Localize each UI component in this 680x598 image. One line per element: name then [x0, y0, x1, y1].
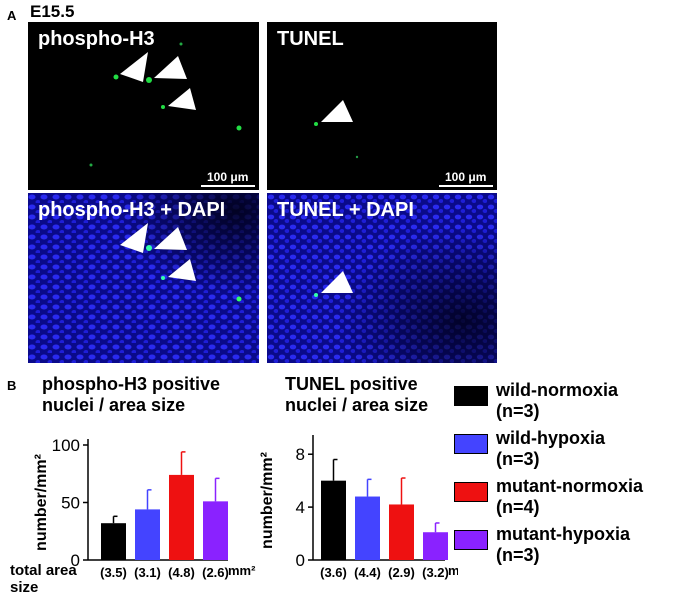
bar	[135, 509, 160, 560]
legend-swatch	[454, 434, 488, 454]
arrowhead-icon	[168, 259, 196, 281]
chart-tunel: 0 4 8 number/mm² (3.6) (4.4) (2.9) (3.2)mm²	[259, 435, 458, 580]
stage-label: E15.5	[30, 2, 75, 21]
area-label: (2.6)	[202, 565, 229, 580]
arrowhead-icon	[154, 56, 187, 79]
chart-2-title: TUNEL positive nuclei / area size	[285, 374, 429, 415]
area-label: (4.8)	[168, 565, 195, 580]
micrograph-tunel: TUNEL 100 μm	[267, 22, 497, 190]
micrograph-phospho-h3-dapi: phospho-H3 + DAPI	[28, 193, 259, 363]
bar	[423, 532, 448, 560]
image-label: TUNEL + DAPI	[277, 199, 414, 221]
arrowhead-icon	[154, 227, 187, 250]
area-label: (3.5)	[100, 565, 127, 580]
area-label: (3.2)	[422, 565, 449, 580]
scale-bar	[201, 185, 255, 187]
micrograph-phospho-h3: phospho-H3 100 μm	[28, 22, 259, 190]
image-label: phospho-H3 + DAPI	[38, 199, 226, 221]
y-axis-label: number/mm²	[259, 452, 276, 549]
area-unit-label: mm²	[228, 563, 256, 578]
bar	[355, 496, 380, 560]
nuclei-texture	[28, 193, 259, 363]
chart-1-title: phospho-H3 positive nuclei / area size	[42, 374, 221, 415]
area-label: (3.6)	[320, 565, 347, 580]
scale-bar-label: 100 μm	[207, 170, 249, 184]
total-area-label: total area size	[10, 562, 77, 596]
panel-b-letter: B	[7, 378, 17, 393]
micrograph-tunel-dapi: TUNEL + DAPI	[267, 193, 497, 363]
arrowhead-icon	[120, 223, 148, 253]
y-tick-label: 0	[71, 551, 80, 570]
panel-a-letter: A	[7, 8, 17, 23]
legend-swatch	[454, 530, 488, 550]
cell-signals	[314, 100, 359, 159]
y-tick-label: 0	[296, 551, 305, 570]
legend-swatch	[454, 386, 488, 406]
bar	[321, 480, 346, 560]
bar	[389, 504, 414, 560]
bar	[169, 474, 194, 560]
scale-bar	[439, 185, 493, 187]
arrowhead-icon	[321, 271, 353, 293]
bar	[203, 501, 228, 560]
y-tick-label: 50	[61, 494, 80, 513]
bar	[101, 523, 126, 560]
area-label: (3.1)	[134, 565, 161, 580]
image-label: phospho-H3	[38, 28, 155, 50]
scale-bar-label: 100 μm	[445, 170, 487, 184]
arrowhead-icon	[168, 88, 196, 110]
arrowhead-icon	[321, 100, 353, 122]
y-tick-label: 8	[296, 445, 305, 464]
area-label: (2.9)	[388, 565, 415, 580]
area-label: (4.4)	[354, 565, 381, 580]
y-tick-label: 100	[52, 436, 80, 455]
image-label: TUNEL	[277, 28, 344, 50]
cell-signals	[89, 42, 242, 167]
legend-swatch	[454, 482, 488, 502]
y-tick-label: 4	[296, 498, 305, 517]
y-axis-label: number/mm²	[33, 454, 50, 551]
arrowhead-icon	[120, 52, 148, 82]
area-unit-label: mm²	[448, 563, 458, 578]
nuclei-texture	[267, 193, 497, 363]
